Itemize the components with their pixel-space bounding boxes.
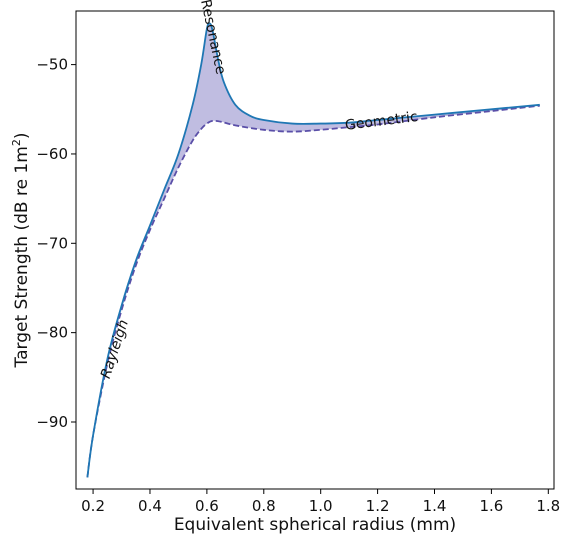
y-axis-title-close: ): [12, 133, 32, 140]
x-tick-label: 1.2: [366, 497, 390, 515]
annotation-rayleigh: Rayleigh: [98, 318, 132, 381]
y-tick-label: −80: [36, 324, 68, 342]
y-axis-title-main: Target Strength (dB re 1m: [12, 146, 32, 368]
x-tick-label: 0.4: [138, 497, 162, 515]
upper-bound-line: [86, 22, 540, 478]
x-tick-label: 1.0: [309, 497, 333, 515]
y-tick-label: −70: [36, 234, 68, 252]
y-tick-label: −60: [36, 145, 68, 163]
x-tick-label: 1.8: [536, 497, 560, 515]
y-tick-label: −50: [36, 56, 68, 74]
x-tick-label: 1.6: [479, 497, 503, 515]
x-axis-title: Equivalent spherical radius (mm): [174, 515, 456, 535]
x-tick-label: 0.6: [195, 497, 219, 515]
resonance-band-fill: [87, 23, 540, 478]
x-tick-label: 0.2: [81, 497, 105, 515]
x-tick-label: 0.8: [252, 497, 276, 515]
y-axis-title-superscript: 2: [10, 139, 23, 146]
lower-bound-line: [86, 104, 540, 478]
y-axis-title: Target Strength (dB re 1m2): [10, 133, 32, 369]
y-tick-label: −90: [36, 413, 68, 431]
x-tick-label: 1.4: [423, 497, 447, 515]
plot-frame: [75, 10, 555, 490]
annotation-geometric: Geometric: [344, 109, 419, 134]
